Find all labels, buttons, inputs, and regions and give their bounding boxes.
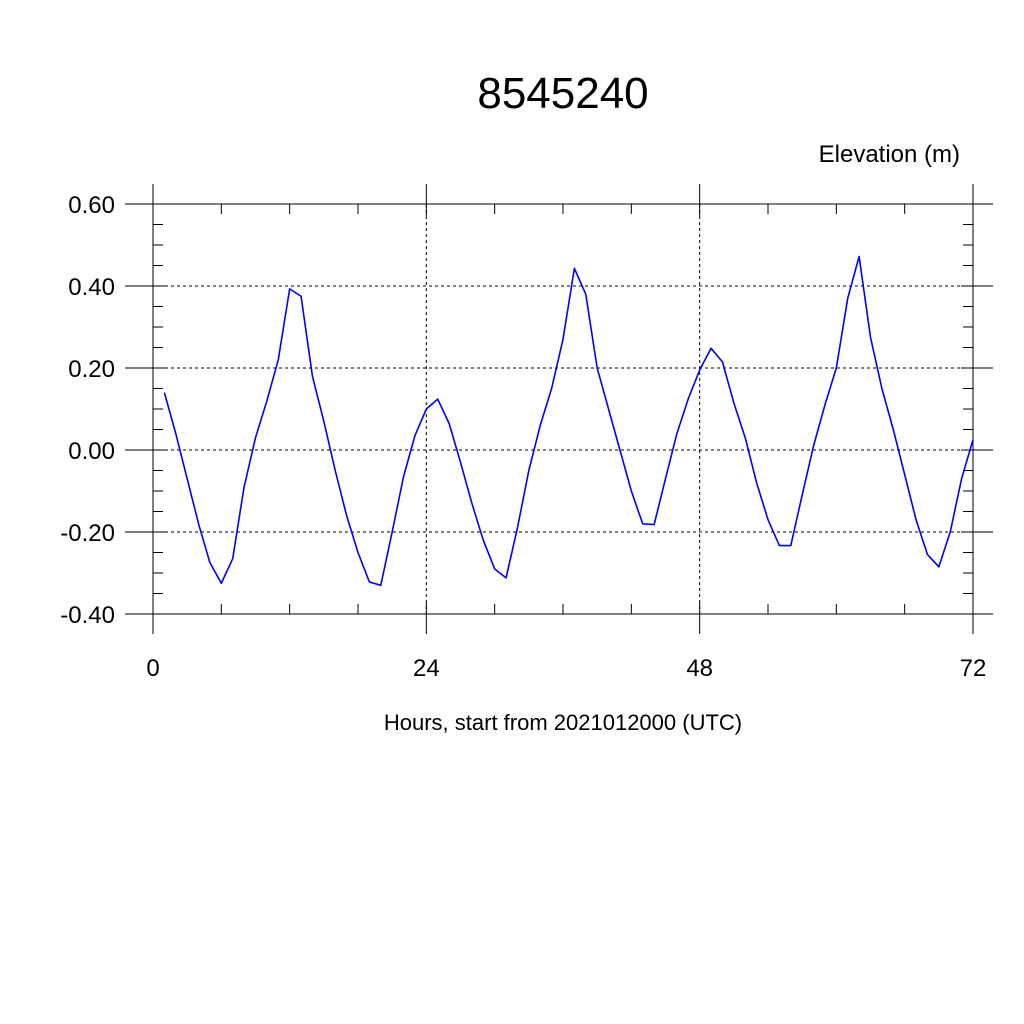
grid — [152, 203, 974, 615]
x-tick-label: 0 — [146, 655, 159, 682]
plot-frame — [152, 203, 974, 615]
y-tick-label: -0.40 — [60, 602, 115, 629]
series-line-0 — [163, 255, 974, 587]
y-tick-label: -0.20 — [60, 520, 115, 547]
x-tick-label: 72 — [960, 655, 987, 682]
axis-ticks — [125, 184, 993, 634]
y-tick-label: 0.60 — [68, 192, 115, 219]
y-tick-labels: 0.60 0.40 0.20 0.00 -0.20 -0.40 — [60, 192, 115, 629]
series-layer — [163, 255, 974, 587]
y-tick-label: 0.00 — [68, 438, 115, 465]
y-tick-label: 0.40 — [68, 274, 115, 301]
y-tick-label: 0.20 — [68, 356, 115, 383]
chart-title: 8545240 — [477, 69, 648, 118]
x-tick-label: 24 — [413, 655, 440, 682]
chart-subtitle: Elevation (m) — [819, 141, 960, 168]
x-tick-labels: 0 24 48 72 — [146, 655, 986, 682]
x-tick-label: 48 — [686, 655, 713, 682]
x-axis-label: Hours, start from 2021012000 (UTC) — [384, 710, 742, 735]
